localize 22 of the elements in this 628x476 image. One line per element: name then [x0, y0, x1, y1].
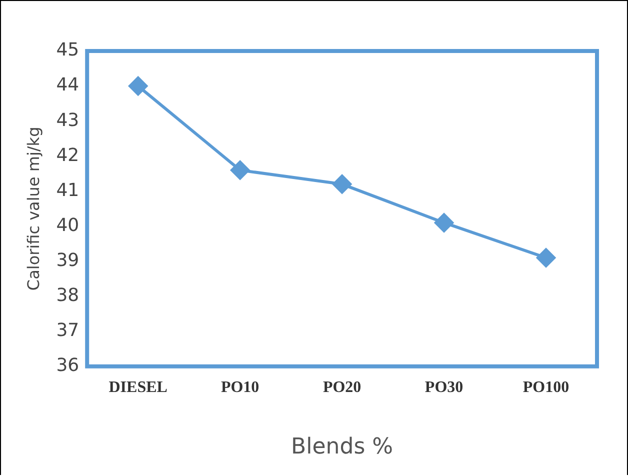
x-tick-label: PO10 [220, 379, 260, 396]
y-tick-label: 41 [56, 180, 80, 201]
y-tick-label: 44 [56, 74, 80, 96]
y-tick-label: 38 [56, 284, 80, 306]
y-tick-label: 43 [56, 110, 80, 131]
y-tick-label: 45 [56, 40, 80, 61]
point [434, 213, 454, 232]
x-tick-label: PO100 [522, 379, 570, 396]
y-tick-label: 39 [56, 250, 80, 271]
x-tick-label: PO30 [424, 379, 464, 396]
point [332, 174, 352, 194]
point [536, 248, 556, 268]
x-axis-title: Blends % [291, 434, 394, 460]
y-tick-label: 40 [56, 214, 80, 236]
point [128, 76, 148, 96]
point [230, 160, 250, 180]
x-tick-label: DIESEL [108, 379, 168, 396]
y-tick-label: 37 [56, 320, 80, 342]
x-tick-label: PO20 [322, 379, 362, 396]
y-axis-title: Calorific value mj/kg [24, 126, 43, 291]
y-tick-label: 42 [56, 144, 80, 166]
y-tick-label: 36 [56, 355, 80, 376]
